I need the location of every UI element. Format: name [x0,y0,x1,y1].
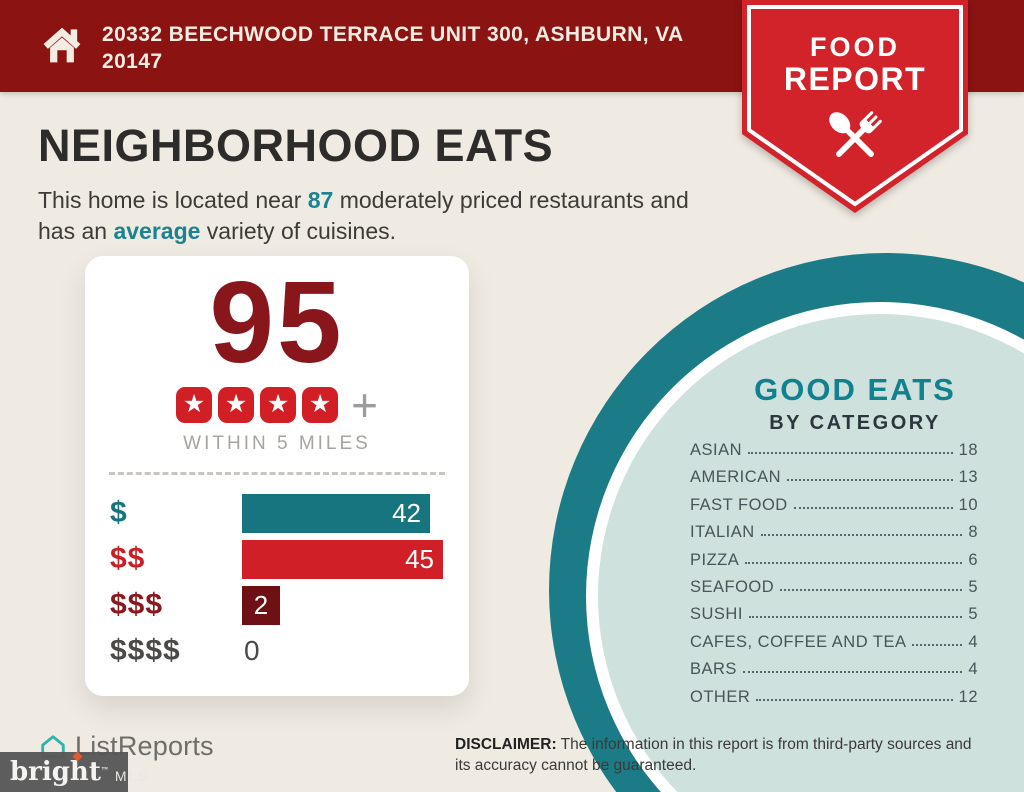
category-value: 10 [958,495,978,514]
dot-leader [793,496,953,509]
price-tier-row: $$$$ 0 [110,628,469,674]
tier-value: 45 [405,543,434,574]
disclaimer: DISCLAIMER: The information in this repo… [455,734,987,776]
category-row: FAST FOOD 10 [690,496,978,523]
restaurant-score: 95 [209,257,345,387]
category-row: AMERICAN 13 [690,468,978,495]
dot-leader [760,523,963,537]
address-line-1: 20332 BEECHWOOD TERRACE UNIT 300, ASHBUR… [102,23,684,46]
property-address: 20332 BEECHWOOD TERRACE UNIT 300, ASHBUR… [102,21,722,75]
price-tier-chart: $42 $$ 45 $$$ 2 $$$$ 0 [85,490,469,674]
price-tier-row: $42 [110,490,469,536]
dot-leader [748,441,953,454]
category-value: 8 [968,523,978,542]
page-title: NEIGHBORHOOD EATS [38,120,554,171]
dot-leader [745,551,963,564]
tier-value: 42 [392,497,421,528]
category-label: SUSHI [690,605,743,624]
trademark-symbol: ™ [100,765,109,775]
category-row: SEAFOOD 5 [690,578,978,605]
category-row: BARS 4 [690,660,978,687]
bar-zone: 2 [242,585,469,625]
disclaimer-label: DISCLAIMER: [455,736,557,753]
category-value: 4 [968,660,978,679]
badge-label-report: REPORT [783,61,927,97]
dashed-divider [109,472,445,475]
star-icon: ★ [302,387,339,423]
tier-label: $$$$ [110,634,181,667]
radius-label: WITHIN 5 MILES [183,433,371,454]
dot-leader [748,605,963,619]
category-label: CAFES, COFFEE AND TEA [690,632,907,651]
tier-value: 0 [244,635,260,666]
category-row: ITALIAN 8 [690,523,978,550]
category-label: ITALIAN [690,523,755,542]
price-tier-row: $$$ 2 [110,582,469,628]
bright-mls-watermark: bright™ MLS [0,751,148,792]
house-icon [43,27,81,63]
tier-label: $$ [110,542,146,575]
price-tier-row: $$ 45 [110,536,469,582]
star-icon: ★ [176,387,213,423]
category-value: 12 [958,687,978,706]
category-row: CAFES, COFFEE AND TEA 4 [690,633,978,660]
good-eats-subtitle: BY CATEGORY [769,412,941,434]
star-icon: ★ [218,387,255,423]
category-label: ASIAN [690,441,743,459]
category-value: 18 [958,441,978,459]
tier-bar: 42 [242,493,430,533]
mls-label: MLS [114,768,150,784]
good-eats-header: GOOD EATS BY CATEGORY [660,372,1024,435]
category-label: OTHER [690,687,751,706]
category-label: AMERICAN [690,468,782,487]
stars-row: ★ ★ ★ ★ + [85,379,469,431]
category-row: PIZZA 6 [690,551,978,578]
tier-label: $ [110,496,128,529]
category-value: 13 [958,468,978,487]
listreports-logo: ListReports [38,731,214,762]
dot-leader [742,660,963,674]
score-card: 95 ★ ★ ★ ★ + WITHIN 5 MILES $42 $$ 45 $$$ 2 $$$$ 0 [85,256,469,696]
tier-bar: 2 [242,585,280,625]
dot-leader [912,633,963,646]
dot-leader [756,688,953,701]
category-label: FAST FOOD [690,495,788,514]
bar-zone: 45 [242,539,469,579]
tier-bar: 45 [242,539,443,579]
bar-zone: 42 [242,493,469,533]
good-eats-title: GOOD EATS [754,372,956,407]
ribbon-shape [742,0,968,213]
tier-value: 2 [253,589,269,620]
plus-icon: + [351,379,378,431]
restaurant-count: 87 [307,187,334,213]
dot-leader [780,578,963,591]
category-value: 6 [968,550,978,569]
disclaimer-text: The information in this report is from t… [455,736,972,774]
bright-wordmark: bright™ [10,757,109,787]
fork-spoon-icon [829,111,882,157]
category-row: SUSHI 5 [690,605,978,632]
address-line-2: 20147 [102,50,163,73]
category-row: ASIAN 18 [690,441,978,468]
food-report-badge: FOOD REPORT [742,0,968,222]
bar-zone: 0 [242,635,469,667]
intro-sentence: This home is located near 87 moderately … [38,185,710,247]
star-icon: ★ [260,387,297,423]
category-label: PIZZA [690,550,740,569]
category-row: OTHER 12 [690,688,978,715]
category-list: ASIAN 18 AMERICAN 13 FAST FOOD 10 ITALIAN 8 PIZZ… [690,441,978,715]
variety-highlight: average [113,218,201,244]
dot-leader [787,468,953,482]
category-value: 5 [968,605,978,624]
category-label: BARS [690,660,737,679]
category-value: 4 [968,632,978,651]
category-label: SEAFOOD [690,577,775,596]
intro-seg1: This home is located near [38,187,308,213]
category-value: 5 [968,577,978,596]
intro-seg2: moderately priced restaurants and has an [38,187,689,244]
intro-seg3: variety of cuisines. [200,218,397,244]
badge-label-food: FOOD [810,32,900,62]
tier-label: $$$ [110,588,164,621]
